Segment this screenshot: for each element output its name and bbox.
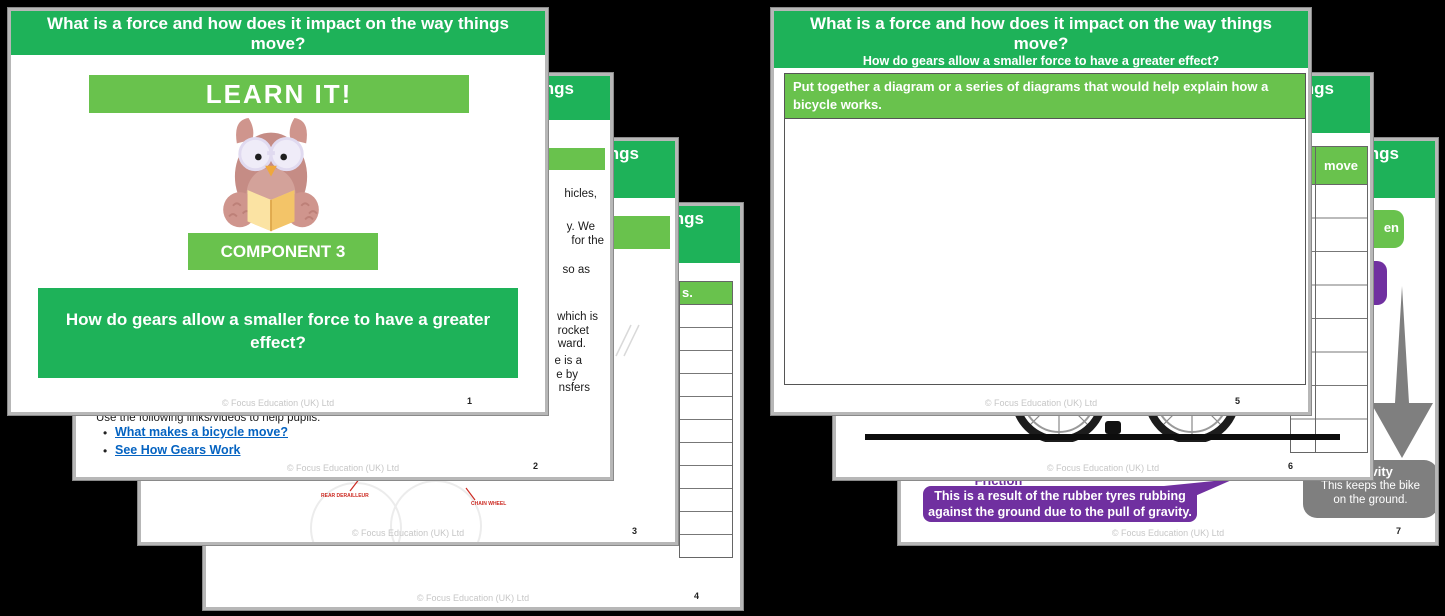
slide2-links-intro: Use the following links/videos to help p… bbox=[96, 412, 321, 424]
slide2-footer: © Focus Education (UK) Ltd bbox=[286, 463, 400, 473]
slide-thumbnail-5[interactable]: What is a force and how does it impact o… bbox=[771, 8, 1311, 415]
slide4-table-header-cell: s. bbox=[679, 281, 733, 305]
bullet-icon: • bbox=[103, 426, 108, 440]
gravity-text: This keeps the bike bbox=[1320, 480, 1421, 492]
slide2-text-fragment: rocket bbox=[557, 325, 589, 337]
slide2-text-fragment: so as bbox=[562, 264, 591, 276]
slide5-title: What is a force and how does it impact o… bbox=[810, 14, 1272, 53]
component-banner: COMPONENT 3 bbox=[188, 233, 378, 270]
friction-callout-box: This is a result of the rubber tyres rub… bbox=[923, 486, 1197, 522]
slide2-text-fragment: y. We bbox=[566, 221, 595, 233]
slide2-text-fragment: which is bbox=[557, 311, 598, 323]
slide7-callout-text: en bbox=[1383, 220, 1399, 235]
slide2-text-fragment: nsfers bbox=[558, 382, 590, 394]
slide5-answer-box: Put together a diagram or a series of di… bbox=[784, 73, 1306, 385]
slide6-footer: © Focus Education (UK) Ltd bbox=[1046, 463, 1160, 473]
slide6-table-divider bbox=[1315, 146, 1316, 453]
slide5-subtitle: How do gears allow a smaller force to ha… bbox=[862, 54, 1220, 68]
learn-it-banner: LEARN IT! bbox=[89, 75, 469, 113]
rear-derailleur-label: REAR DERAILLEUR bbox=[321, 493, 369, 499]
slide5-task-instruction: Put together a diagram or a series of di… bbox=[785, 74, 1305, 119]
slide4-footer: © Focus Education (UK) Ltd bbox=[416, 593, 530, 603]
slide4-table-header-text: s. bbox=[682, 285, 693, 300]
slide4-table-rows bbox=[679, 305, 733, 558]
slide1-footer: © Focus Education (UK) Ltd bbox=[221, 398, 335, 408]
slide6-page-number: 6 bbox=[1288, 461, 1294, 471]
slide7-footer: © Focus Education (UK) Ltd bbox=[1111, 528, 1225, 538]
slide2-text-fragment: e by bbox=[556, 369, 578, 381]
gravity-text: on the ground. bbox=[1333, 494, 1408, 506]
chain-wheel-label: CHAIN WHEEL bbox=[471, 501, 507, 507]
ground-line bbox=[865, 434, 1340, 440]
slide1-header: What is a force and how does it impact o… bbox=[11, 11, 545, 55]
link-what-makes-a-bicycle-move[interactable]: What makes a bicycle move? bbox=[115, 425, 288, 439]
slide2-text-fragment: hicles, bbox=[564, 188, 597, 200]
down-arrow-icon bbox=[1371, 286, 1433, 458]
slide7-page-number: 7 bbox=[1396, 526, 1402, 536]
slide-thumbnail-1[interactable]: What is a force and how does it impact o… bbox=[8, 8, 548, 415]
slide1-page-number: 1 bbox=[467, 396, 473, 406]
slide1-question-box: How do gears allow a smaller force to ha… bbox=[38, 288, 518, 378]
slide5-page-number: 5 bbox=[1235, 396, 1241, 406]
slide3-page-number: 3 bbox=[632, 526, 638, 536]
slide4-page-number: 4 bbox=[694, 591, 700, 601]
slide2-text-fragment: e is a bbox=[554, 355, 583, 367]
slide5-footer: © Focus Education (UK) Ltd bbox=[984, 398, 1098, 408]
slide5-header: What is a force and how does it impact o… bbox=[774, 11, 1308, 68]
slide2-text-fragment: for the bbox=[571, 235, 604, 247]
link-see-how-gears-work[interactable]: See How Gears Work bbox=[115, 443, 241, 457]
slide1-title: What is a force and how does it impact o… bbox=[47, 14, 509, 53]
slide6-table-header-text: move bbox=[1324, 158, 1358, 173]
bicycle-diagram-faint bbox=[310, 324, 640, 542]
slide3-footer: © Focus Education (UK) Ltd bbox=[351, 528, 465, 538]
slide2-page-number: 2 bbox=[533, 461, 539, 471]
slide2-text-fragment: ward. bbox=[557, 338, 586, 350]
bullet-icon: • bbox=[103, 444, 108, 458]
owl-reading-icon bbox=[223, 117, 319, 232]
